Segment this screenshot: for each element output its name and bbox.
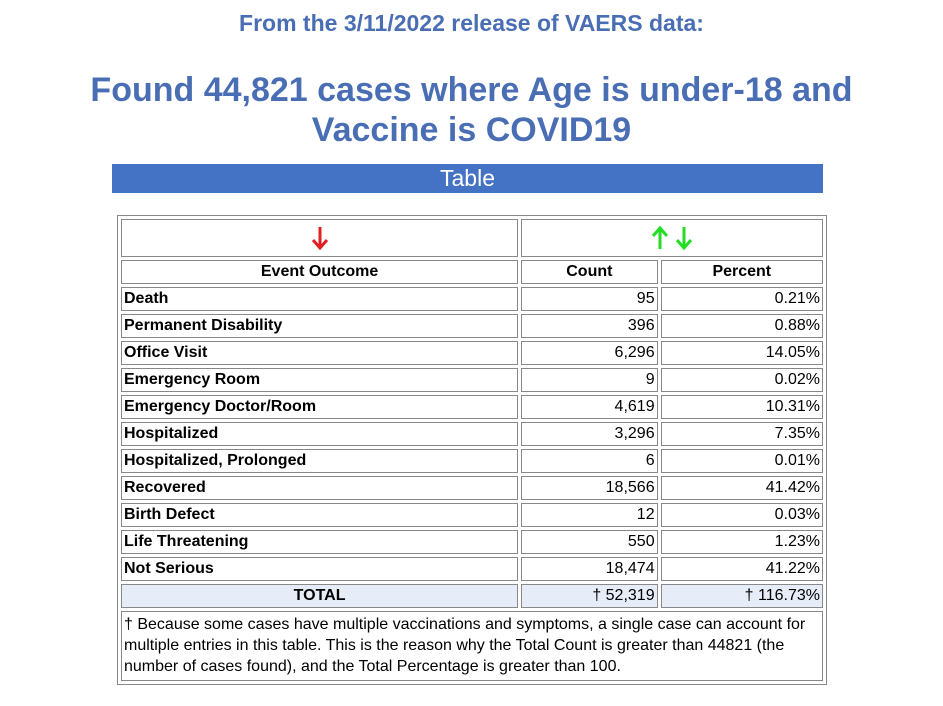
row-label: Birth Defect bbox=[121, 503, 519, 527]
data-row: Office Visit 6,296 14.05% bbox=[121, 341, 823, 365]
row-value: 18,474 bbox=[521, 557, 658, 581]
row-value: 12 bbox=[521, 503, 658, 527]
row-value: 0.21% bbox=[660, 287, 823, 311]
row-label: Life Threatening bbox=[121, 530, 519, 554]
data-row: Emergency Doctor/Room 4,619 10.31% bbox=[121, 395, 823, 419]
row-value: 41.42% bbox=[660, 476, 823, 500]
column-header: Percent bbox=[660, 260, 823, 284]
row-value: 41.22% bbox=[660, 557, 823, 581]
row-label: Emergency Room bbox=[121, 368, 519, 392]
release-heading: From the 3/11/2022 release of VAERS data… bbox=[239, 10, 704, 36]
row-label: Hospitalized, Prolonged bbox=[121, 449, 519, 473]
row-label: Permanent Disability bbox=[121, 314, 519, 338]
row-value: 1.23% bbox=[660, 530, 823, 554]
row-value: 4,619 bbox=[521, 395, 658, 419]
data-row: Not Serious 18,474 41.22% bbox=[121, 557, 823, 581]
row-value: 0.02% bbox=[660, 368, 823, 392]
row-value: 550 bbox=[521, 530, 658, 554]
data-row: Birth Defect 12 0.03% bbox=[121, 503, 823, 527]
row-value: 6,296 bbox=[521, 341, 658, 365]
column-header: Count bbox=[521, 260, 658, 284]
row-label: Hospitalized bbox=[121, 422, 519, 446]
data-row: Life Threatening 550 1.23% bbox=[121, 530, 823, 554]
row-value: 0.03% bbox=[660, 503, 823, 527]
sort-row bbox=[121, 219, 823, 257]
results-table: Event Outcome Count Percent Death 95 0.21% Per… bbox=[117, 215, 827, 685]
row-value: 0.88% bbox=[660, 314, 823, 338]
row-value: 6 bbox=[521, 449, 658, 473]
footnote: † Because some cases have multiple vacci… bbox=[121, 611, 823, 681]
headline: Found 44,821 cases where Age is under-18… bbox=[90, 71, 853, 149]
data-row: Permanent Disability 396 0.88% bbox=[121, 314, 823, 338]
section-bar: Table bbox=[112, 164, 823, 193]
header-row: Event Outcome Count Percent bbox=[121, 260, 823, 284]
data-row: Death 95 0.21% bbox=[121, 287, 823, 311]
data-row: Emergency Room 9 0.02% bbox=[121, 368, 823, 392]
row-value: 10.31% bbox=[660, 395, 823, 419]
row-value: † 52,319 bbox=[521, 584, 658, 608]
column-header: Event Outcome bbox=[121, 260, 519, 284]
row-label: TOTAL bbox=[121, 584, 519, 608]
row-value: 18,566 bbox=[521, 476, 658, 500]
total-row: TOTAL † 52,319 † 116.73% bbox=[121, 584, 823, 608]
sort-up-arrow[interactable] bbox=[650, 225, 670, 251]
row-label: Death bbox=[121, 287, 519, 311]
row-label: Office Visit bbox=[121, 341, 519, 365]
row-value: 9 bbox=[521, 368, 658, 392]
row-value: † 116.73% bbox=[660, 584, 823, 608]
row-value: 396 bbox=[521, 314, 658, 338]
data-row: Hospitalized 3,296 7.35% bbox=[121, 422, 823, 446]
row-label: Recovered bbox=[121, 476, 519, 500]
row-value: 3,296 bbox=[521, 422, 658, 446]
data-row: Hospitalized, Prolonged 6 0.01% bbox=[121, 449, 823, 473]
sort-cell bbox=[521, 219, 823, 257]
sort-cell bbox=[121, 219, 519, 257]
row-value: 95 bbox=[521, 287, 658, 311]
row-label: Emergency Doctor/Room bbox=[121, 395, 519, 419]
row-label: Not Serious bbox=[121, 557, 519, 581]
data-row: Recovered 18,566 41.42% bbox=[121, 476, 823, 500]
row-value: 7.35% bbox=[660, 422, 823, 446]
note-row: † Because some cases have multiple vacci… bbox=[121, 611, 823, 681]
sort-down-arrow[interactable] bbox=[674, 225, 694, 251]
row-value: 14.05% bbox=[660, 341, 823, 365]
sort-down-arrow[interactable] bbox=[310, 225, 330, 251]
row-value: 0.01% bbox=[660, 449, 823, 473]
